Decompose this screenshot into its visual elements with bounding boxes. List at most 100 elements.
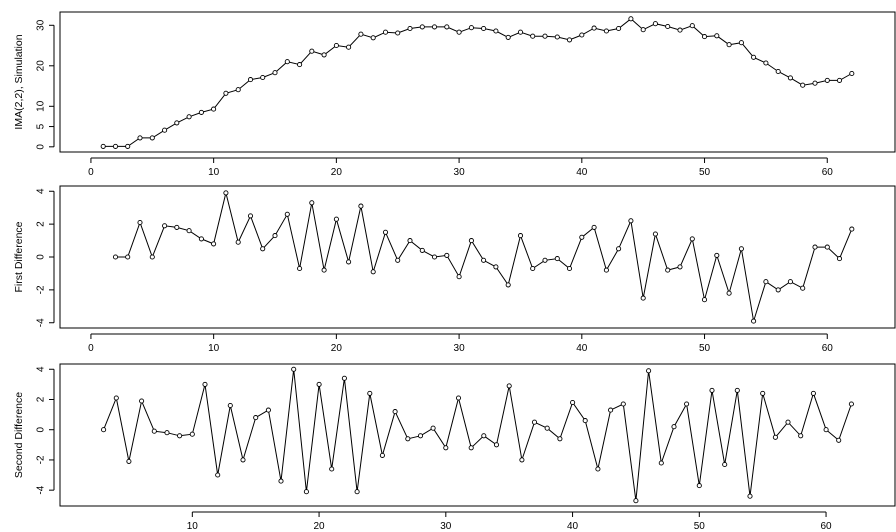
data-point [407, 238, 413, 244]
data-point [800, 82, 806, 88]
x-tick-label: 30 [440, 521, 452, 532]
data-point [481, 433, 487, 439]
data-point [407, 25, 413, 32]
data-point [714, 252, 720, 258]
data-point [652, 21, 658, 27]
data-point [186, 114, 192, 120]
data-point [544, 425, 550, 431]
data-point [738, 246, 744, 252]
data-point [628, 218, 634, 224]
y-tick-label: 5 [36, 123, 47, 129]
data-point [358, 203, 364, 209]
data-point [430, 425, 436, 431]
data-point [714, 33, 720, 39]
data-point [346, 44, 352, 50]
data-point [284, 59, 290, 65]
data-point [303, 489, 309, 495]
data-point [493, 442, 500, 448]
data-point [505, 34, 511, 40]
data-point [633, 498, 639, 504]
x-tick-label: 40 [567, 521, 579, 532]
y-tick-label: 0 [36, 426, 47, 432]
data-point [628, 16, 634, 22]
data-point [616, 246, 622, 252]
data-point [640, 27, 646, 33]
data-point [198, 236, 204, 242]
x-tick-label: 60 [822, 343, 834, 354]
data-point [202, 381, 208, 387]
data-point [240, 457, 246, 463]
data-point [189, 431, 195, 437]
data-point [787, 279, 793, 285]
x-tick-label: 30 [454, 167, 466, 178]
data-point [112, 254, 119, 260]
data-point [291, 366, 297, 372]
data-point [443, 445, 449, 451]
x-tick-label: 10 [208, 343, 220, 354]
data-point [665, 23, 671, 30]
data-point [297, 265, 303, 272]
data-point [272, 70, 278, 76]
data-point [836, 437, 842, 443]
data-point [554, 256, 560, 262]
data-point [284, 211, 290, 217]
data-point [517, 233, 524, 239]
y-axis-title: First Difference [13, 221, 25, 292]
data-point [505, 282, 511, 288]
data-point [812, 80, 818, 86]
x-tick-label: 0 [88, 343, 94, 354]
x-tick-label: 10 [187, 521, 199, 532]
plot-frame [59, 363, 896, 507]
data-point [367, 390, 373, 396]
data-point [151, 428, 157, 434]
data-point [701, 297, 708, 303]
y-tick-label: 20 [36, 60, 47, 72]
data-point [646, 368, 652, 374]
data-point [468, 238, 474, 244]
panel-top: 0 10 20 30 40 50 60 0 5 10 20 30 IMA(2,2), Simulatio… [13, 11, 896, 178]
x-tick-label: 20 [331, 167, 343, 178]
y-tick-label: 10 [36, 100, 47, 112]
x-tick-label: 60 [822, 167, 834, 178]
y-tick-label: 0 [36, 144, 47, 150]
data-point [696, 483, 702, 489]
data-point [419, 247, 425, 253]
data-point [223, 190, 229, 196]
data-point [751, 318, 757, 324]
data-point [395, 257, 401, 263]
data-point [149, 135, 155, 141]
data-point [671, 424, 677, 430]
panel-bottom: 10 20 30 40 50 60 -4 -2 0 2 4 Second Difference [13, 363, 896, 532]
data-point [603, 267, 609, 273]
plot-frame [59, 11, 896, 153]
y-tick-label: -4 [36, 318, 47, 327]
data-point [321, 267, 327, 273]
data-point [405, 436, 411, 442]
data-point [149, 254, 155, 260]
data-point [126, 458, 132, 464]
data-point [431, 254, 438, 260]
data-point [341, 375, 347, 381]
data-point [444, 24, 450, 30]
data-point [566, 265, 573, 272]
data-point [810, 390, 816, 396]
data-point [101, 427, 107, 433]
data-point [747, 493, 753, 499]
data-point [358, 31, 364, 37]
data-point [824, 77, 830, 83]
y-tick-label: 2 [36, 396, 47, 402]
data-point [849, 226, 855, 232]
data-point [557, 436, 563, 442]
y-tick-label: -2 [36, 455, 47, 464]
data-point [211, 241, 217, 247]
data-point [595, 466, 601, 472]
panel-middle: 0 10 20 30 40 50 60 -4 -2 0 2 4 First Difference [13, 185, 896, 354]
data-point [506, 383, 512, 389]
data-point [531, 419, 538, 425]
data-point [738, 40, 744, 46]
data-point [591, 25, 597, 31]
data-point [456, 274, 462, 280]
data-point [278, 478, 284, 484]
data-point [849, 70, 855, 77]
